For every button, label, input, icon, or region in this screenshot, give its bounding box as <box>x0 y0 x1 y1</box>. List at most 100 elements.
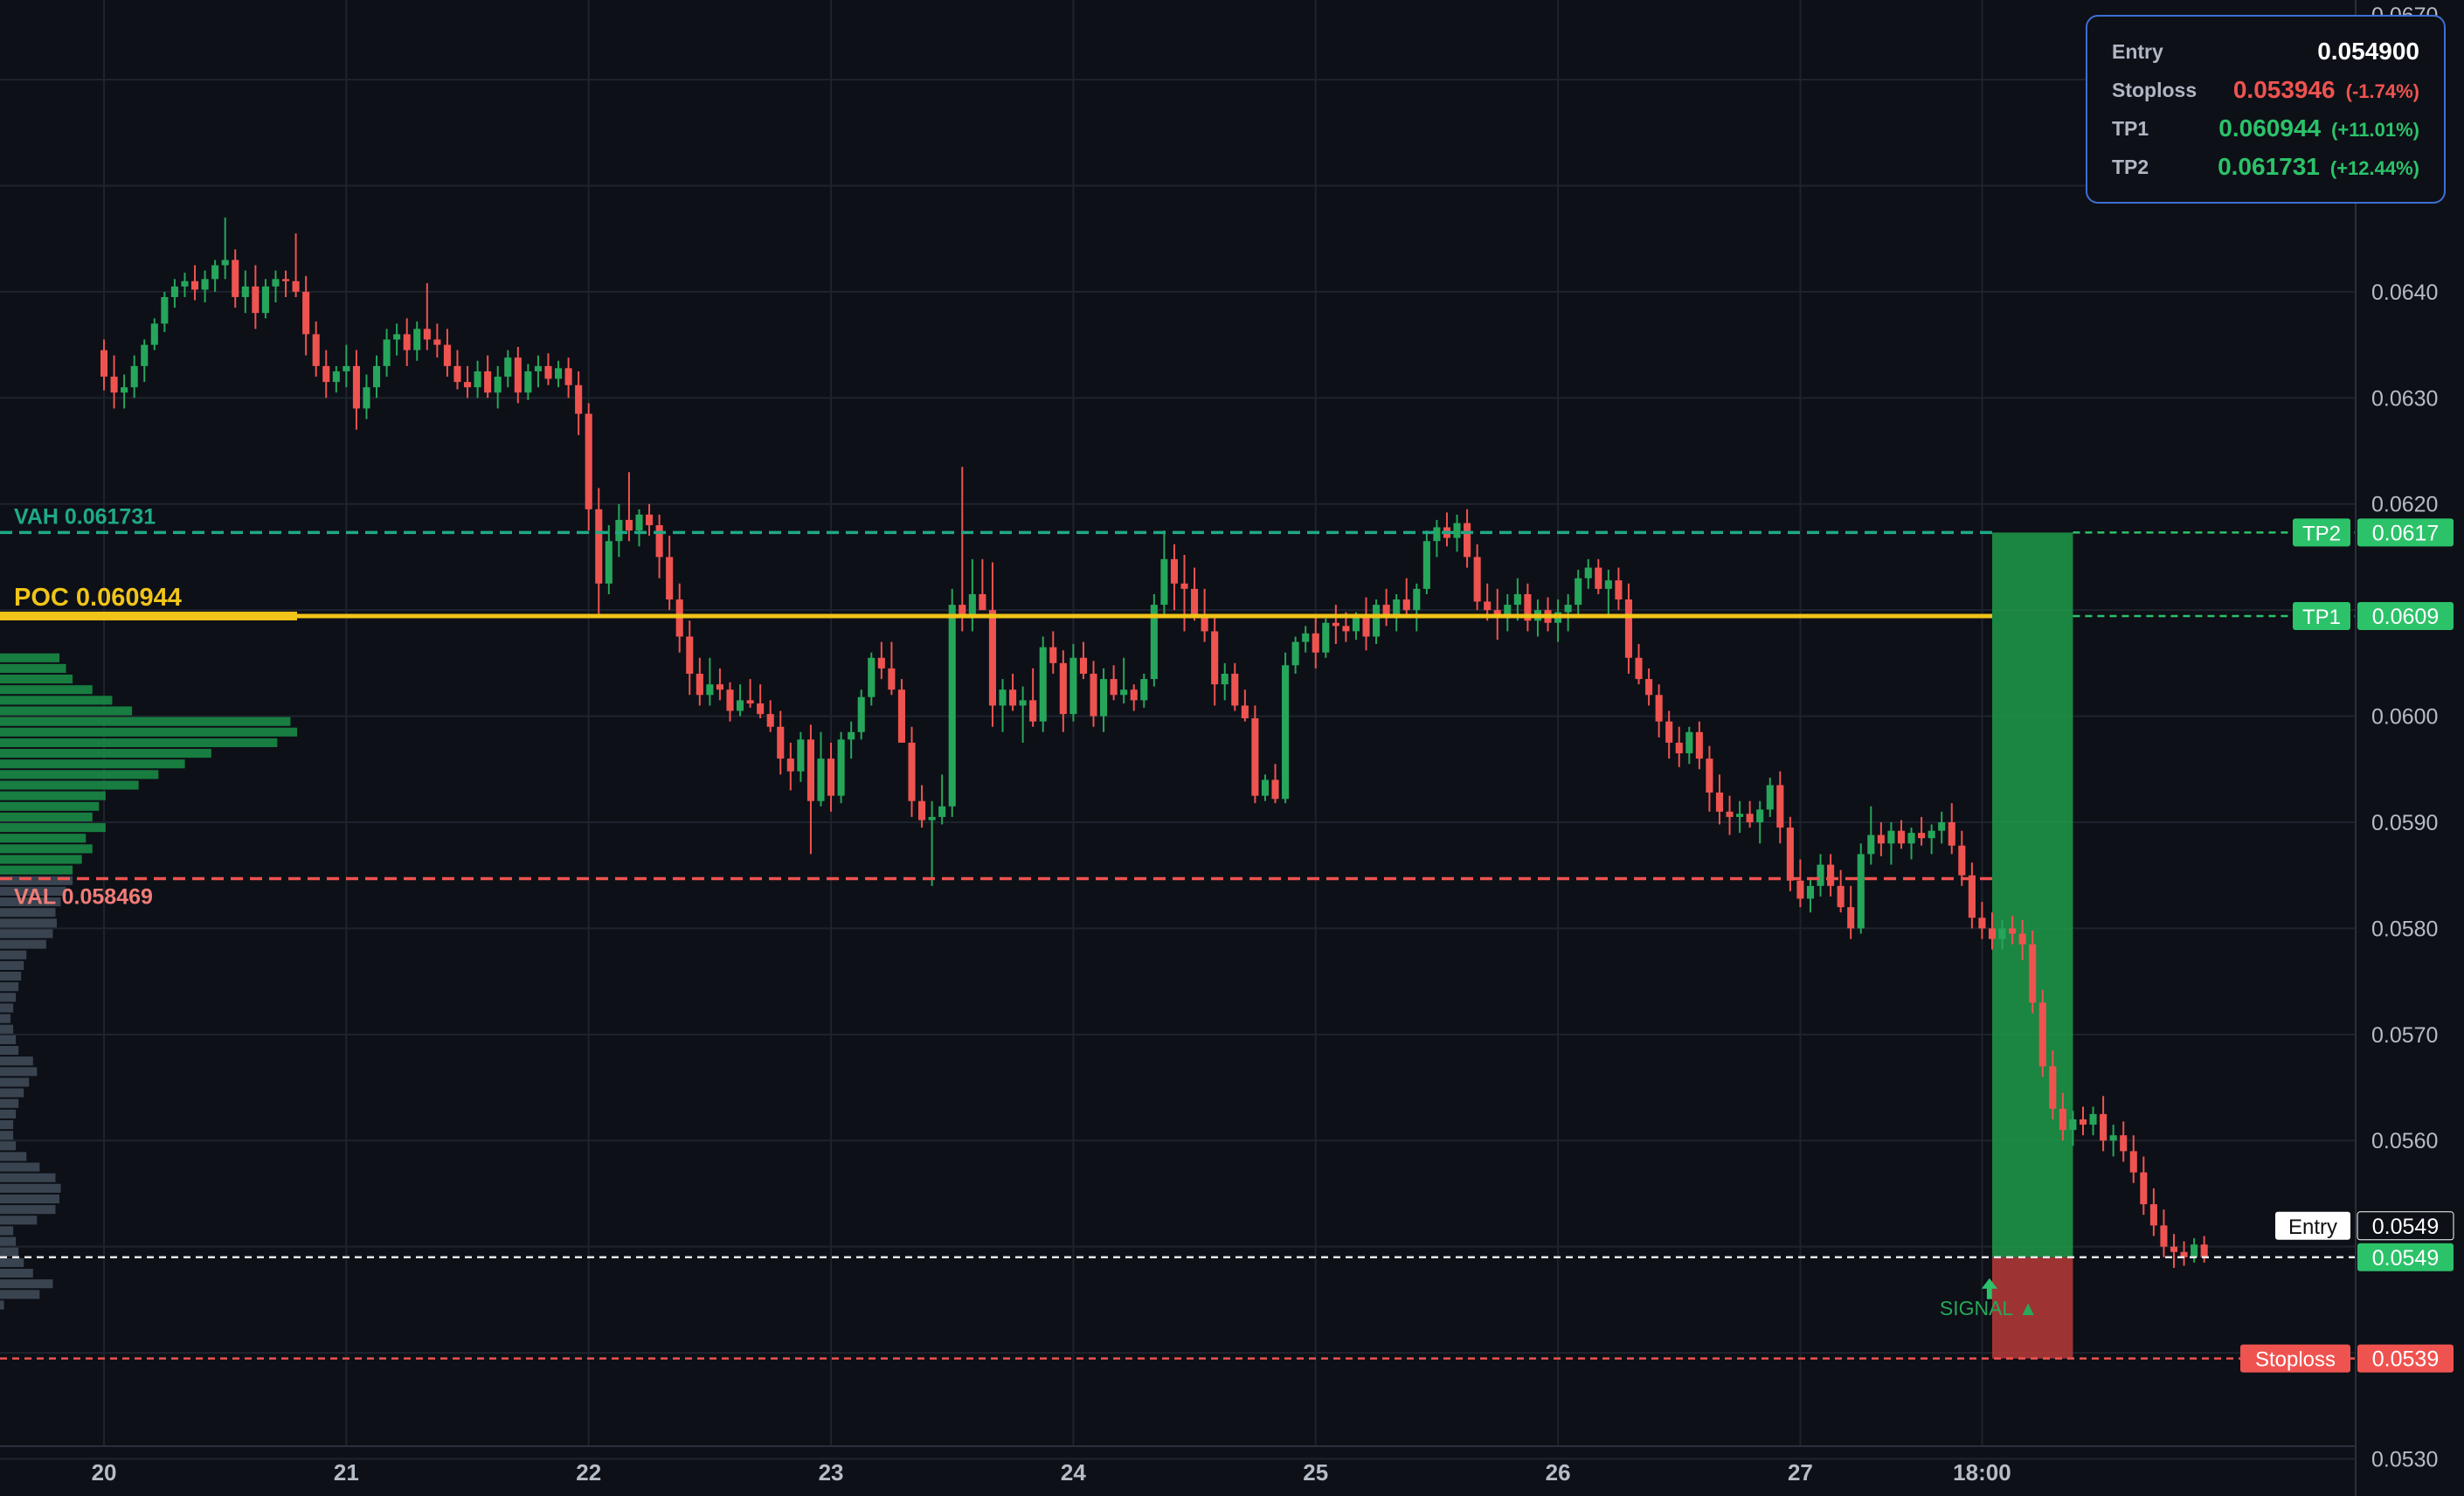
candle <box>848 721 855 759</box>
candle <box>150 318 158 350</box>
candle <box>625 472 633 542</box>
candle <box>1504 593 1512 632</box>
candle <box>1746 800 1754 828</box>
volume-profile-bar <box>0 1226 14 1236</box>
candle-body <box>1776 785 1784 828</box>
volume-profile-bar <box>0 865 73 875</box>
candle-body <box>1231 674 1239 706</box>
volume-profile-bar <box>0 993 17 1002</box>
candle <box>857 689 865 740</box>
candle-body <box>484 371 492 393</box>
candle <box>1897 820 1906 849</box>
candle-body <box>1635 657 1643 680</box>
volume-profile-bar <box>0 759 185 769</box>
candle <box>2120 1121 2128 1162</box>
candle-body <box>1090 674 1097 717</box>
price-axis-label: 0.0630 <box>2371 386 2438 411</box>
candle <box>777 710 785 775</box>
candle <box>575 371 583 435</box>
volume-profile-bar <box>0 908 56 918</box>
candle <box>1918 816 1926 846</box>
candle <box>261 279 269 319</box>
volume-profile-bar <box>0 1279 53 1289</box>
candle <box>2129 1135 2137 1183</box>
candle-body <box>2109 1135 2117 1141</box>
candle-body <box>1110 679 1118 696</box>
candle-body <box>161 296 169 324</box>
candle-body <box>2200 1244 2208 1257</box>
candle-body <box>201 279 209 290</box>
candle-body <box>433 339 441 345</box>
candle-body <box>1675 742 1683 754</box>
candle <box>837 731 845 804</box>
time-axis: 20 21 22 23 24 25 26 27 18:00 <box>0 1445 2356 1486</box>
volume-profile-bar <box>0 791 106 800</box>
candle-body <box>1867 835 1875 855</box>
candle <box>1180 555 1188 632</box>
candle-body <box>130 365 138 388</box>
volume-profile-bar <box>0 1141 17 1151</box>
volume-profile-bar <box>0 1194 59 1204</box>
candle-body <box>2170 1246 2178 1252</box>
candle <box>110 355 118 409</box>
price-tag-name-box <box>2240 1344 2350 1373</box>
candle-body <box>534 365 542 371</box>
volume-profile-bar <box>0 1119 14 1130</box>
candle <box>1928 824 1935 855</box>
candle-body <box>352 365 360 409</box>
candle <box>1009 674 1017 711</box>
candle-body <box>1302 633 1310 642</box>
candle <box>1988 912 1997 950</box>
candle-body <box>2038 1002 2046 1067</box>
price-axis-label: 0.0560 <box>2371 1129 2438 1153</box>
panel-row-tp2: TP2 0.061731 (+12.44%) <box>2112 148 2419 186</box>
candle-body <box>141 344 149 366</box>
candle <box>1595 558 1602 594</box>
candle-body <box>2140 1172 2148 1205</box>
candle <box>877 641 885 680</box>
candle <box>504 350 512 388</box>
candle-body <box>1817 864 1824 886</box>
candle <box>170 279 178 308</box>
candle <box>433 323 441 358</box>
candle <box>463 365 472 398</box>
candle <box>948 588 956 817</box>
panel-row-stoploss: Stoploss 0.053946 (-1.74%) <box>2112 71 2419 109</box>
candle-body <box>1130 689 1138 701</box>
candle <box>1160 530 1168 616</box>
volume-profile-bar <box>0 812 93 821</box>
candle <box>918 785 926 828</box>
candle <box>1382 588 1390 627</box>
trade-summary-panel: Entry 0.054900 Stoploss 0.053946 (-1.74%… <box>2086 15 2446 204</box>
candle <box>1473 544 1481 611</box>
candle <box>494 365 502 409</box>
candle-body <box>423 329 431 340</box>
panel-stoploss-label: Stoploss <box>2112 78 2198 101</box>
candle-body <box>1564 605 1572 613</box>
candle <box>534 355 542 388</box>
candle-body <box>888 668 896 690</box>
candle <box>1978 902 1986 939</box>
candle <box>161 291 169 333</box>
volume-profile-bar <box>0 1300 4 1310</box>
price-axis-label: 0.0570 <box>2371 1023 2438 1048</box>
candle-body <box>1575 578 1582 606</box>
candle-body <box>817 758 825 801</box>
candle <box>1554 599 1562 642</box>
candle <box>806 724 814 855</box>
price-tag-value: 0.0549 <box>2372 1215 2439 1239</box>
candle <box>272 270 280 303</box>
candle-body <box>453 365 461 383</box>
candle-body <box>2149 1204 2157 1226</box>
price-tag-value-box <box>2357 1243 2454 1271</box>
volume-profile-bar <box>0 770 159 779</box>
candle <box>403 318 411 366</box>
candle-body <box>181 280 189 287</box>
volume-profile-bar <box>0 1216 38 1225</box>
candle <box>1019 686 1027 743</box>
candle <box>1282 652 1290 804</box>
candle-body <box>1756 809 1764 822</box>
candle <box>1938 811 1946 844</box>
